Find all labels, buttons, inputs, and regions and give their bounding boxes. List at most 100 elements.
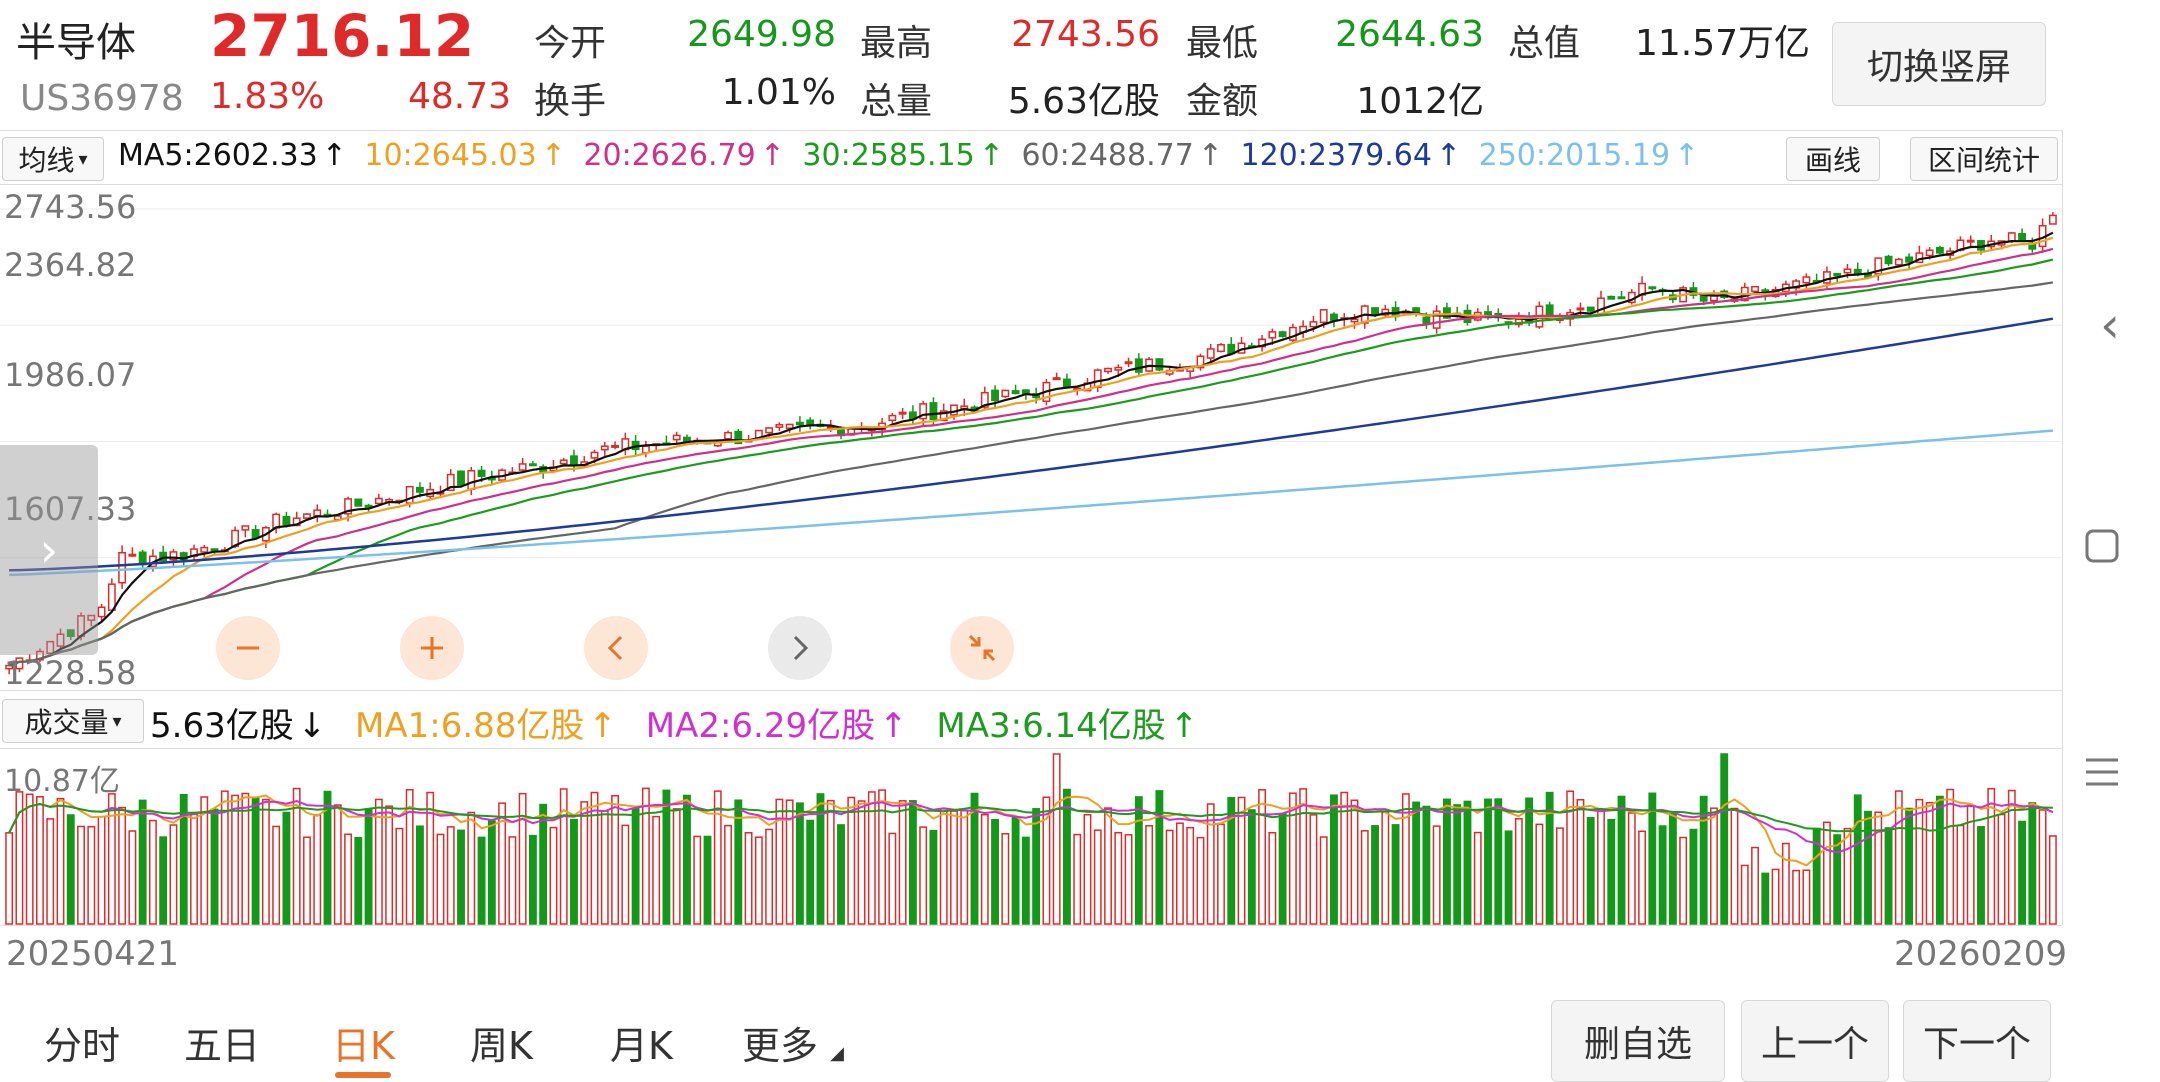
volume-bar: [2038, 809, 2047, 925]
candle-body: [1206, 348, 1215, 359]
interval-stats-button[interactable]: 区间统计: [1910, 137, 2058, 181]
zoom-out-button[interactable]: [216, 616, 280, 680]
volume-bar: [724, 824, 732, 925]
volume-selector[interactable]: 成交量 ▾: [2, 699, 144, 743]
volume-bar: [1165, 829, 1174, 925]
candle-body: [1432, 310, 1441, 329]
candle-body: [2007, 232, 2016, 242]
volume-bar: [1083, 813, 1092, 925]
volume-ma1: MA1:6.88亿股 ↑: [355, 706, 617, 746]
switch-portrait-button[interactable]: 切换竖屏: [1832, 22, 2046, 106]
back-icon[interactable]: ‹: [2100, 296, 2120, 354]
volume-bar: [303, 836, 311, 925]
date-start: 20250421: [6, 934, 180, 974]
candle-body: [826, 426, 835, 430]
draw-line-button[interactable]: 画线: [1786, 137, 1880, 181]
volume-bar: [1227, 796, 1236, 925]
volume-bar: [1946, 788, 1955, 925]
candle-body: [467, 470, 476, 491]
candle-body: [1288, 326, 1297, 341]
current-price: 2716.12: [210, 2, 475, 70]
amount-value: 1012亿: [1356, 81, 1484, 122]
volume-bar: [754, 836, 763, 925]
scroll-left-button[interactable]: [584, 616, 648, 680]
volume-bar: [323, 790, 332, 925]
candle-body: [303, 513, 311, 519]
candle-body: [272, 513, 281, 529]
volume-ma2: MA2:6.29亿股 ↑: [645, 706, 908, 746]
volume-bar: [621, 824, 630, 925]
volume-bar: [261, 798, 270, 925]
tab-intraday[interactable]: 分时: [44, 1024, 121, 1068]
corner-triangle-icon: ◢: [830, 1043, 844, 1064]
volume-bar: [1853, 794, 1862, 925]
volume-bar: [159, 836, 168, 925]
volume-bar: [66, 814, 75, 925]
previous-stock-button[interactable]: 上一个: [1741, 1000, 1889, 1082]
square-icon[interactable]: [2084, 528, 2120, 574]
volume-bar: [1073, 833, 1082, 925]
volume-bar: [118, 806, 127, 925]
candle-body: [56, 633, 65, 647]
volume-bar: [2007, 789, 2016, 925]
zoom-in-button[interactable]: [400, 616, 464, 680]
volume-bar: [539, 803, 548, 925]
volume-bar: [1751, 846, 1759, 925]
volume-bar: [662, 789, 671, 925]
volume-bar: [1607, 818, 1616, 925]
candle-body: [765, 427, 774, 434]
volume-bar: [590, 791, 599, 925]
volume-ma2-line: [8, 800, 2054, 854]
tab-weekly-k[interactable]: 周K: [470, 1024, 533, 1068]
volume-bar: [1021, 836, 1030, 925]
scroll-right-button[interactable]: [768, 616, 832, 680]
volume-bar: [1535, 823, 1544, 925]
volume-bar: [2018, 820, 2026, 925]
volume-bar: [867, 791, 876, 925]
candle-body: [87, 614, 96, 621]
price-axis-bottom: 1228.58: [4, 654, 137, 692]
ma-selector-label: 均线: [18, 144, 75, 177]
ma30-value: 30:2585.15 ↑: [802, 138, 1004, 173]
ma20-value: 20:2626.79 ↑: [583, 138, 785, 173]
volume-bar: [1340, 791, 1349, 925]
ma-selector[interactable]: 均线 ▾: [2, 137, 104, 181]
candle-body: [570, 455, 578, 465]
price-chart-area[interactable]: [0, 185, 2062, 690]
volume-bar: [1063, 788, 1071, 925]
volume-bar: [1792, 869, 1801, 925]
menu-icon[interactable]: [2084, 754, 2120, 800]
volume-bar: [1658, 825, 1667, 925]
volume-bar: [1884, 827, 1893, 925]
volume-bar: [1258, 789, 1267, 925]
candle-body: [1648, 286, 1657, 290]
volume-bar: [1597, 810, 1605, 925]
candle-body: [1217, 343, 1225, 353]
volume-bar: [1432, 825, 1441, 925]
volume-bar: [1155, 790, 1164, 925]
ma-bar-divider-bottom: [0, 184, 2062, 185]
volume-bar: [1648, 792, 1657, 925]
volume-chart-area[interactable]: [0, 750, 2062, 925]
dropdown-icon: ▾: [78, 148, 88, 170]
next-stock-button[interactable]: 下一个: [1903, 1000, 2051, 1082]
ma120-value: 120:2379.64 ↑: [1240, 138, 1462, 173]
volume-bar: [837, 824, 845, 925]
reset-zoom-button[interactable]: [950, 616, 1014, 680]
candle-body: [66, 629, 75, 637]
candle-body: [457, 470, 465, 486]
tab-five-day[interactable]: 五日: [184, 1024, 261, 1068]
tab-monthly-k[interactable]: 月K: [610, 1024, 673, 1068]
volume-bar: [1484, 798, 1492, 925]
ma5-value: MA5:2602.33 ↑: [118, 138, 347, 173]
remove-favorite-button[interactable]: 删自选: [1551, 1000, 1725, 1082]
tab-daily-k[interactable]: 日K: [332, 1024, 395, 1068]
history-handle[interactable]: ›: [0, 445, 98, 655]
price-axis-top: 2743.56: [4, 188, 137, 226]
open-label: 今开: [534, 23, 607, 64]
volume-bar: [888, 832, 897, 925]
candle-body: [354, 498, 363, 507]
tab-more[interactable]: 更多 ◢: [742, 1015, 844, 1070]
volume-bar: [282, 811, 291, 925]
volume-bar: [395, 827, 404, 925]
